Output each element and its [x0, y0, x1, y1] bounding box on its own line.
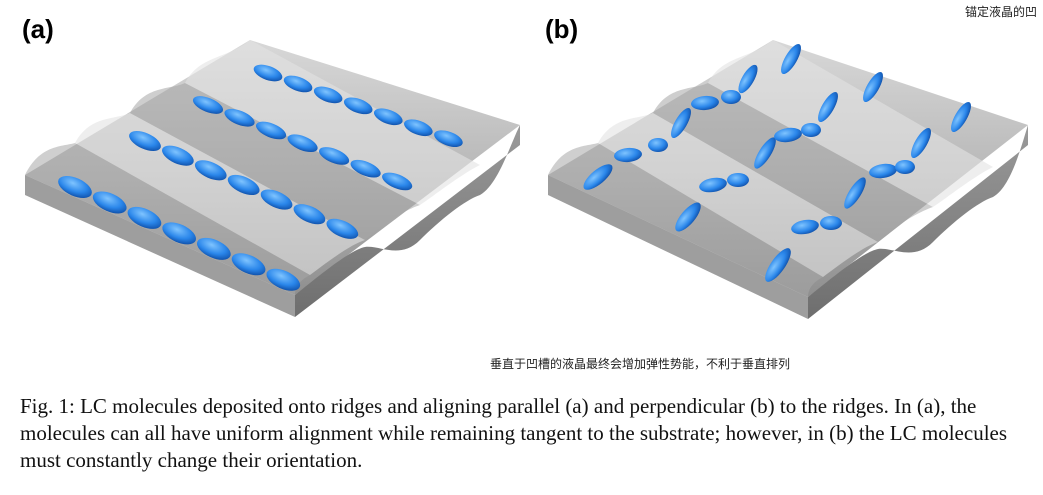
lc-molecule	[373, 108, 403, 126]
lc-molecule	[58, 175, 92, 199]
molecule-row	[192, 96, 413, 191]
lc-molecule	[319, 147, 350, 165]
lc-molecule	[895, 160, 915, 174]
ridge	[708, 40, 993, 207]
lc-molecule	[754, 137, 776, 169]
lc-molecule	[434, 130, 463, 148]
lc-molecule	[129, 130, 161, 152]
lc-molecule	[863, 71, 883, 103]
lc-molecule	[869, 163, 897, 179]
lc-molecule	[583, 164, 613, 190]
lc-molecule	[801, 123, 821, 137]
ridge	[185, 40, 480, 205]
substrate-side	[295, 125, 520, 317]
lc-molecule	[774, 127, 802, 143]
lc-molecule	[648, 138, 668, 152]
figure-caption: Fig. 1: LC molecules deposited onto ridg…	[20, 394, 1008, 472]
lc-molecule	[721, 90, 741, 104]
lc-molecule	[699, 177, 727, 193]
panel-b-label: (b)	[545, 14, 579, 44]
lc-molecule	[255, 121, 287, 140]
annotation-top: 锚定液晶的凹	[964, 5, 1037, 19]
lc-molecule	[911, 127, 931, 159]
lc-molecule	[671, 107, 691, 139]
lc-molecule	[231, 253, 266, 276]
panel-b-illustration	[548, 40, 1028, 319]
lc-molecule	[224, 108, 255, 127]
lc-molecule	[283, 75, 313, 93]
lc-molecule	[691, 95, 719, 111]
lc-molecule	[326, 218, 359, 239]
lc-molecule	[791, 219, 819, 235]
substrate-side	[808, 125, 1028, 319]
panel-a-illustration	[25, 40, 520, 317]
molecule-row	[58, 175, 301, 291]
lc-molecule	[844, 177, 866, 209]
lc-molecule	[404, 119, 433, 137]
lc-molecule	[951, 101, 971, 133]
lc-molecule	[293, 204, 326, 225]
ridge	[75, 113, 365, 275]
lc-molecule	[260, 189, 293, 210]
lc-molecule	[253, 64, 283, 82]
lc-molecule	[127, 206, 162, 229]
substrate-side	[25, 175, 295, 317]
lc-molecule	[343, 97, 373, 115]
lc-molecule	[614, 147, 642, 163]
lc-molecule	[287, 134, 318, 153]
ridge	[130, 83, 420, 240]
lc-molecule	[197, 237, 231, 260]
lc-molecule	[675, 202, 701, 232]
lc-molecule	[162, 222, 196, 245]
lc-molecule	[382, 172, 413, 191]
molecule-row	[253, 64, 463, 148]
molecule-row	[129, 130, 359, 239]
substrate-side	[548, 175, 808, 319]
ridge	[598, 113, 878, 277]
lc-molecule	[818, 91, 838, 123]
lc-molecule	[350, 159, 381, 178]
lc-molecule	[227, 174, 260, 195]
lc-molecule	[738, 64, 758, 94]
lc-molecule	[727, 173, 749, 187]
panel-a-label: (a)	[22, 14, 54, 44]
lc-molecule	[194, 160, 227, 181]
ridge	[653, 83, 933, 242]
lc-molecule	[781, 43, 801, 75]
annotation-bottom: 垂直于凹槽的液晶最终会增加弹性势能，不利于垂直排列	[490, 357, 791, 371]
lc-molecule	[162, 145, 194, 166]
lc-molecule	[266, 268, 301, 291]
lc-molecule	[820, 216, 842, 230]
lc-molecule	[313, 86, 343, 104]
lc-molecule	[92, 191, 127, 214]
lc-molecule	[192, 96, 224, 114]
lc-molecule	[765, 248, 791, 282]
